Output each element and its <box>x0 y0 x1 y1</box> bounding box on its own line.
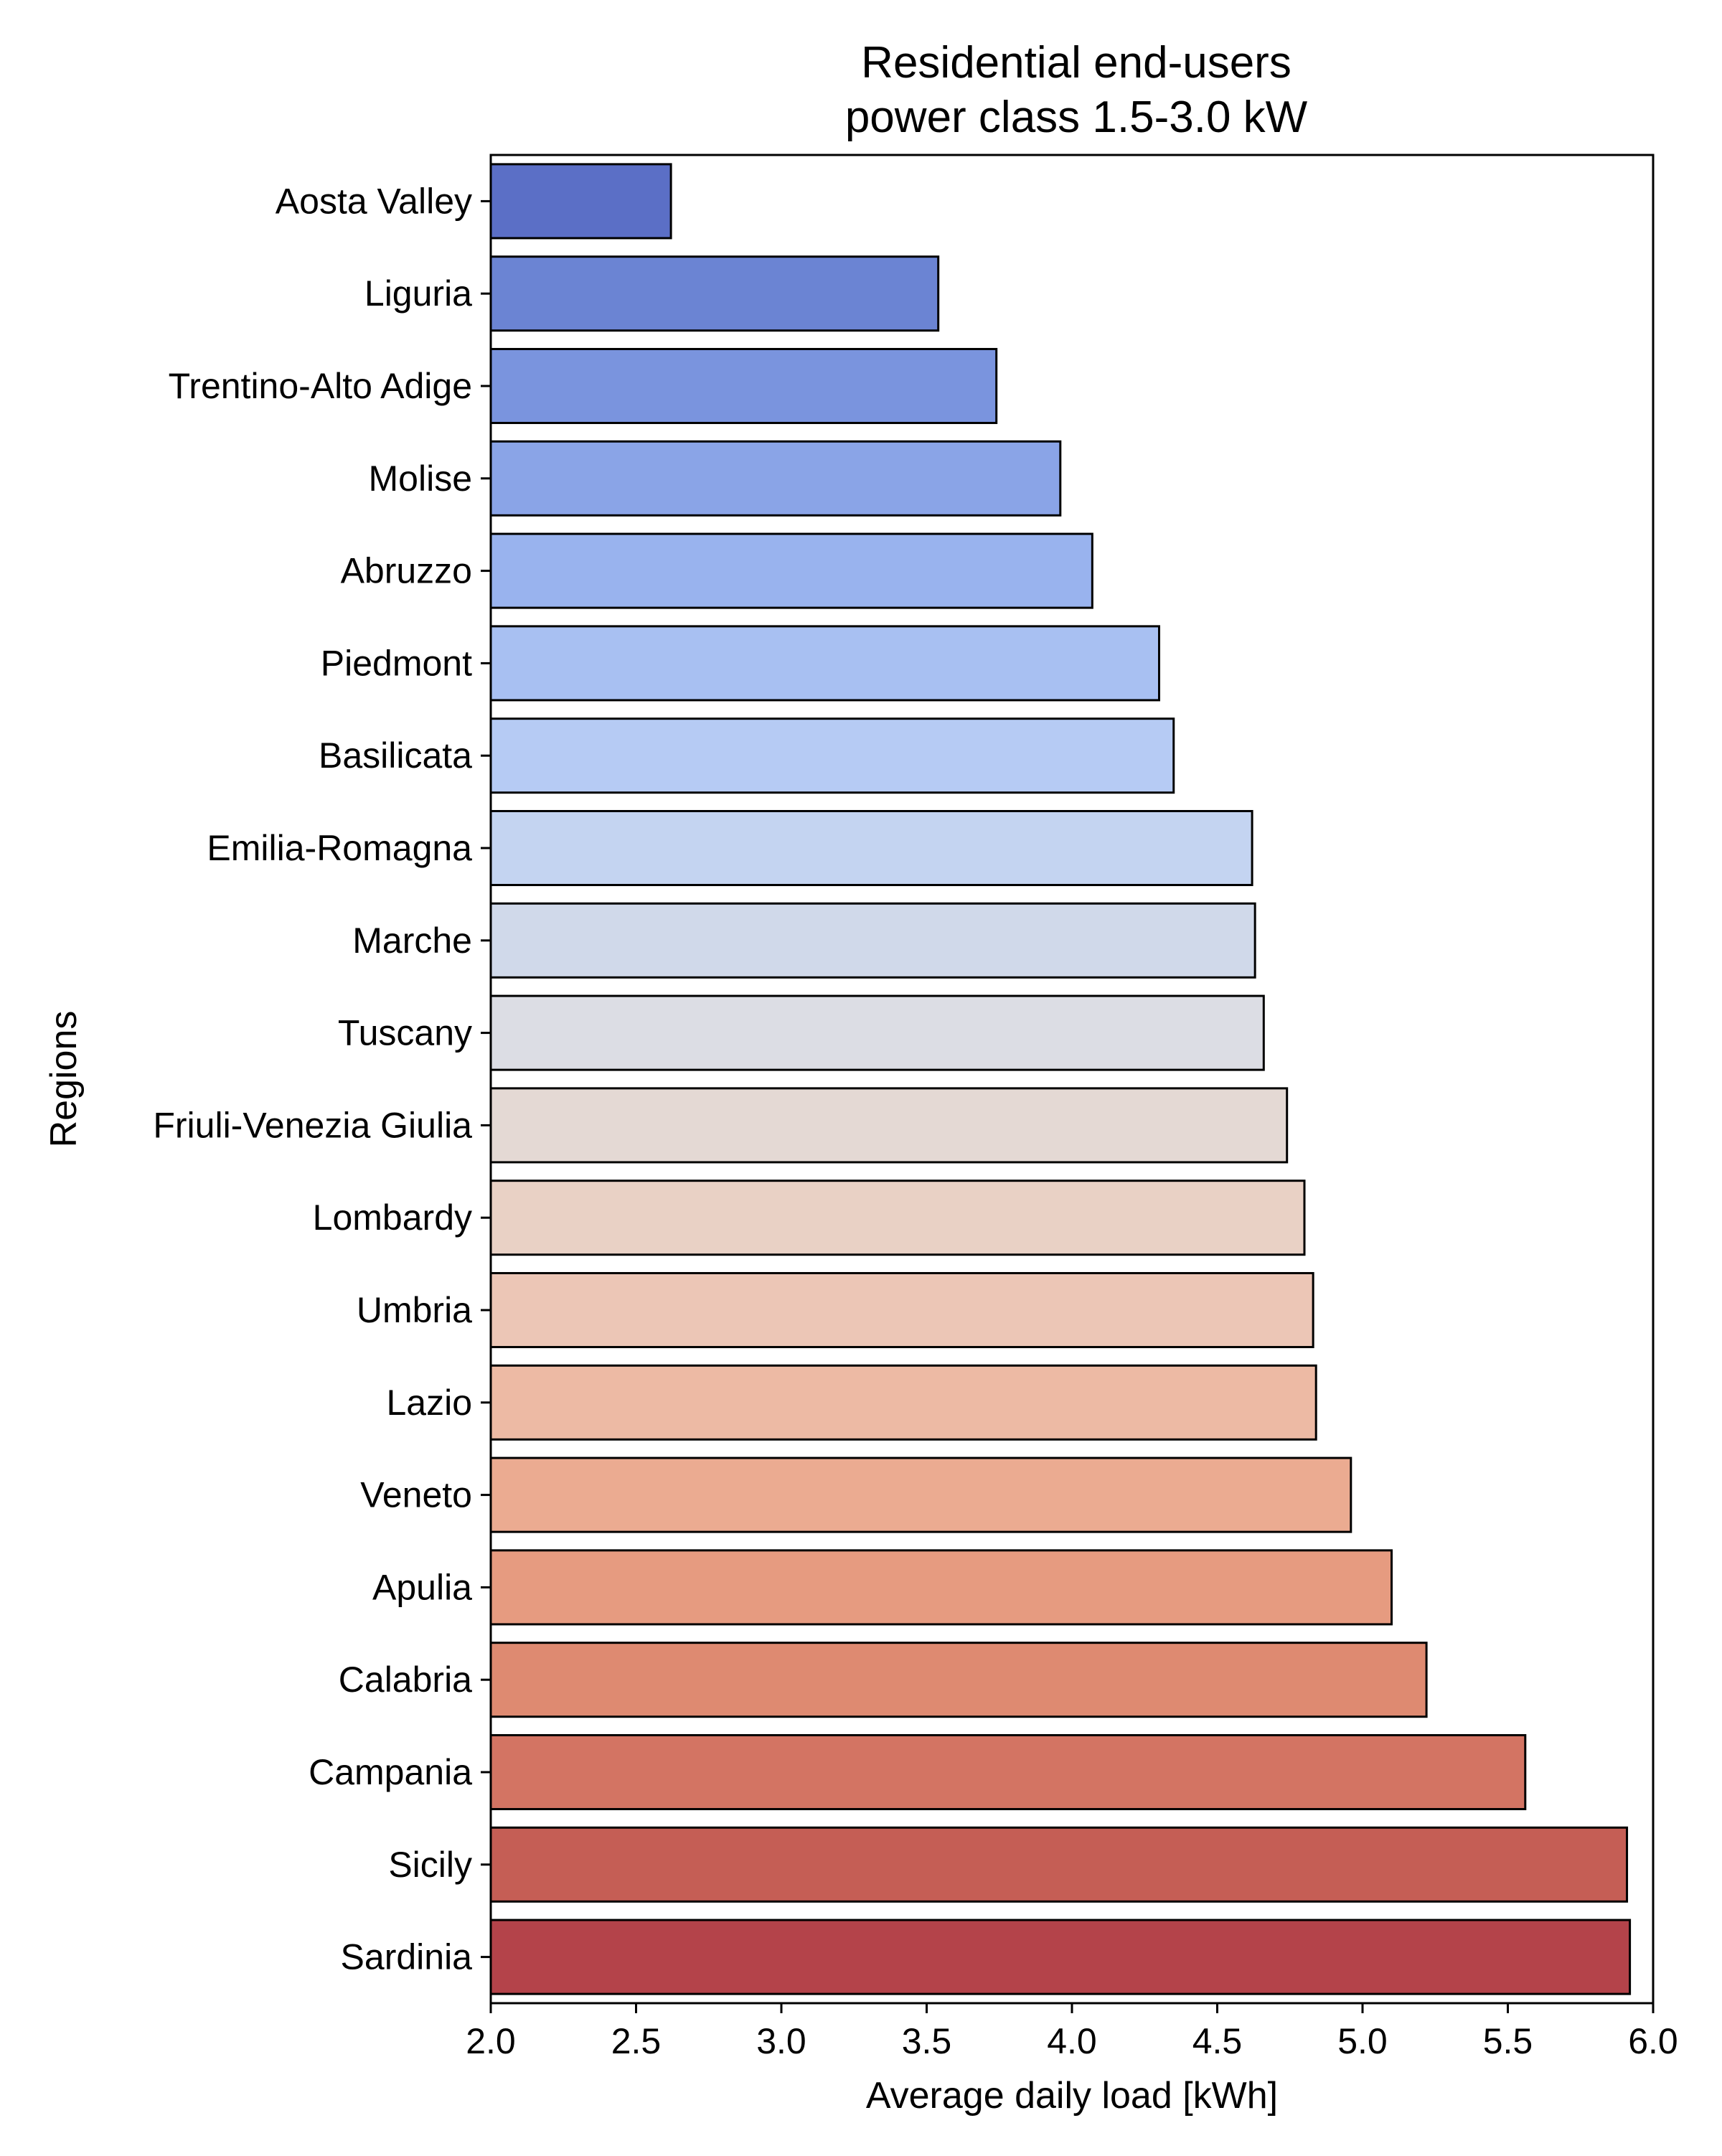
bar <box>489 809 1253 887</box>
bar <box>489 1456 1352 1533</box>
x-tick-label: 5.0 <box>1337 2021 1388 2061</box>
bar <box>489 1087 1289 1164</box>
y-tick-label: Liguria <box>364 273 472 314</box>
y-tick-label: Lombardy <box>313 1197 472 1238</box>
bar <box>489 902 1256 979</box>
x-tick-label: 5.5 <box>1483 2021 1533 2061</box>
bar <box>489 994 1265 1071</box>
y-tick-label: Piedmont <box>321 643 472 683</box>
y-tick-label: Calabria <box>339 1660 472 1700</box>
x-tick-label: 2.0 <box>466 2021 516 2061</box>
y-tick-label: Trentino-Alto Adige <box>169 366 472 406</box>
x-tick-label: 4.0 <box>1047 2021 1097 2061</box>
x-tick-label: 3.5 <box>902 2021 952 2061</box>
bar <box>489 1271 1314 1349</box>
bar <box>489 625 1160 702</box>
x-tick-label: 3.0 <box>756 2021 806 2061</box>
y-tick-label: Basilicata <box>319 735 472 776</box>
bar <box>489 717 1175 794</box>
bar <box>489 1642 1428 1718</box>
y-axis-label: Regions <box>43 1011 85 1148</box>
x-tick-label: 2.5 <box>611 2021 662 2061</box>
y-tick-label: Friuli-Venezia Giulia <box>153 1105 472 1145</box>
bar <box>489 1180 1306 1256</box>
x-axis-label: Average daily load [kWh] <box>866 2075 1278 2117</box>
bar <box>489 255 940 332</box>
bar <box>489 1826 1629 1903</box>
x-tick-labels: 2.0 2.5 3.0 3.5 4.0 4.5 5.0 5.5 6.0 <box>466 2003 1678 2061</box>
chart-title-line-1: Residential end-users <box>861 38 1292 88</box>
chart-title: Residential end-users power class 1.5-3.… <box>845 38 1308 142</box>
y-tick-label: Apulia <box>372 1567 472 1607</box>
bar <box>489 1549 1393 1626</box>
y-tick-label: Umbria <box>357 1290 472 1330</box>
y-tick-label: Marche <box>352 921 472 961</box>
bar <box>489 163 672 240</box>
bar <box>489 532 1093 609</box>
y-tick-label: Campania <box>309 1752 472 1792</box>
x-tick-label: 6.0 <box>1628 2021 1678 2061</box>
y-tick-label: Molise <box>369 458 472 499</box>
bar <box>489 1364 1317 1441</box>
bar <box>489 1919 1632 1995</box>
bar <box>489 347 998 425</box>
bar <box>489 440 1062 517</box>
chart-title-line-2: power class 1.5-3.0 kW <box>845 93 1308 142</box>
y-tick-label: Sicily <box>388 1845 472 1885</box>
plot-frame <box>489 154 1655 2005</box>
y-tick-label: Sardinia <box>341 1937 473 1977</box>
x-tick-label: 4.5 <box>1192 2021 1243 2061</box>
y-tick-label: Tuscany <box>338 1013 472 1053</box>
bars <box>489 163 1632 1995</box>
y-tick-label: Lazio <box>386 1383 472 1423</box>
bar <box>489 1733 1527 1811</box>
y-tick-label: Aosta Valley <box>276 181 472 221</box>
y-tick-labels: Aosta Valley Liguria Trentino-Alto Adige Mo… <box>153 181 491 1977</box>
y-tick-label: Emilia-Romagna <box>207 828 472 868</box>
y-tick-label: Veneto <box>360 1475 472 1515</box>
y-tick-label: Abruzzo <box>341 551 472 591</box>
